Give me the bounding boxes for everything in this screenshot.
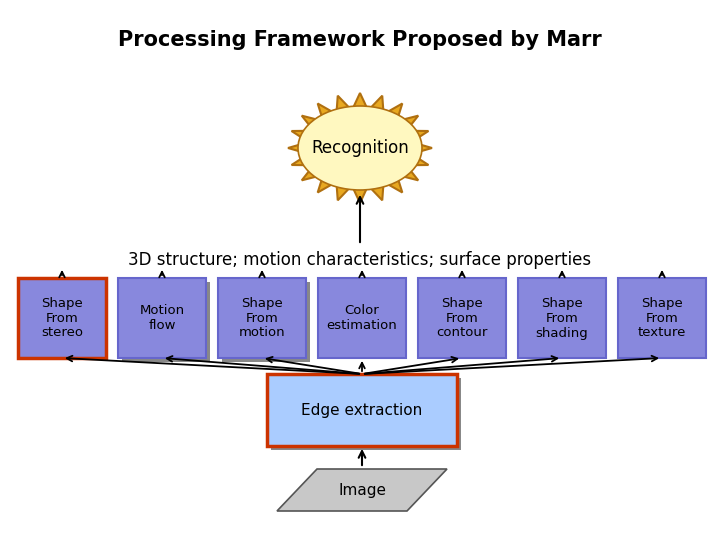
FancyBboxPatch shape — [222, 282, 310, 362]
Text: Recognition: Recognition — [311, 139, 409, 157]
FancyBboxPatch shape — [518, 278, 606, 358]
Text: Shape
From
motion: Shape From motion — [239, 296, 285, 340]
Text: Image: Image — [338, 483, 386, 497]
Text: 3D structure; motion characteristics; surface properties: 3D structure; motion characteristics; su… — [128, 251, 592, 269]
FancyBboxPatch shape — [271, 378, 461, 450]
Ellipse shape — [298, 106, 422, 190]
FancyBboxPatch shape — [418, 278, 506, 358]
Text: Edge extraction: Edge extraction — [302, 402, 423, 417]
Polygon shape — [288, 93, 432, 203]
FancyBboxPatch shape — [118, 278, 206, 358]
Text: Shape
From
stereo: Shape From stereo — [41, 296, 83, 340]
FancyBboxPatch shape — [218, 278, 306, 358]
FancyBboxPatch shape — [318, 278, 406, 358]
FancyBboxPatch shape — [267, 374, 457, 446]
FancyBboxPatch shape — [618, 278, 706, 358]
FancyBboxPatch shape — [122, 282, 210, 362]
Text: Processing Framework Proposed by Marr: Processing Framework Proposed by Marr — [118, 30, 602, 50]
Text: Color
estimation: Color estimation — [327, 304, 397, 332]
Polygon shape — [277, 469, 447, 511]
Text: Motion
flow: Motion flow — [140, 304, 184, 332]
Text: Shape
From
shading: Shape From shading — [536, 296, 588, 340]
Text: Shape
From
contour: Shape From contour — [436, 296, 487, 340]
Text: Shape
From
texture: Shape From texture — [638, 296, 686, 340]
FancyBboxPatch shape — [18, 278, 106, 358]
